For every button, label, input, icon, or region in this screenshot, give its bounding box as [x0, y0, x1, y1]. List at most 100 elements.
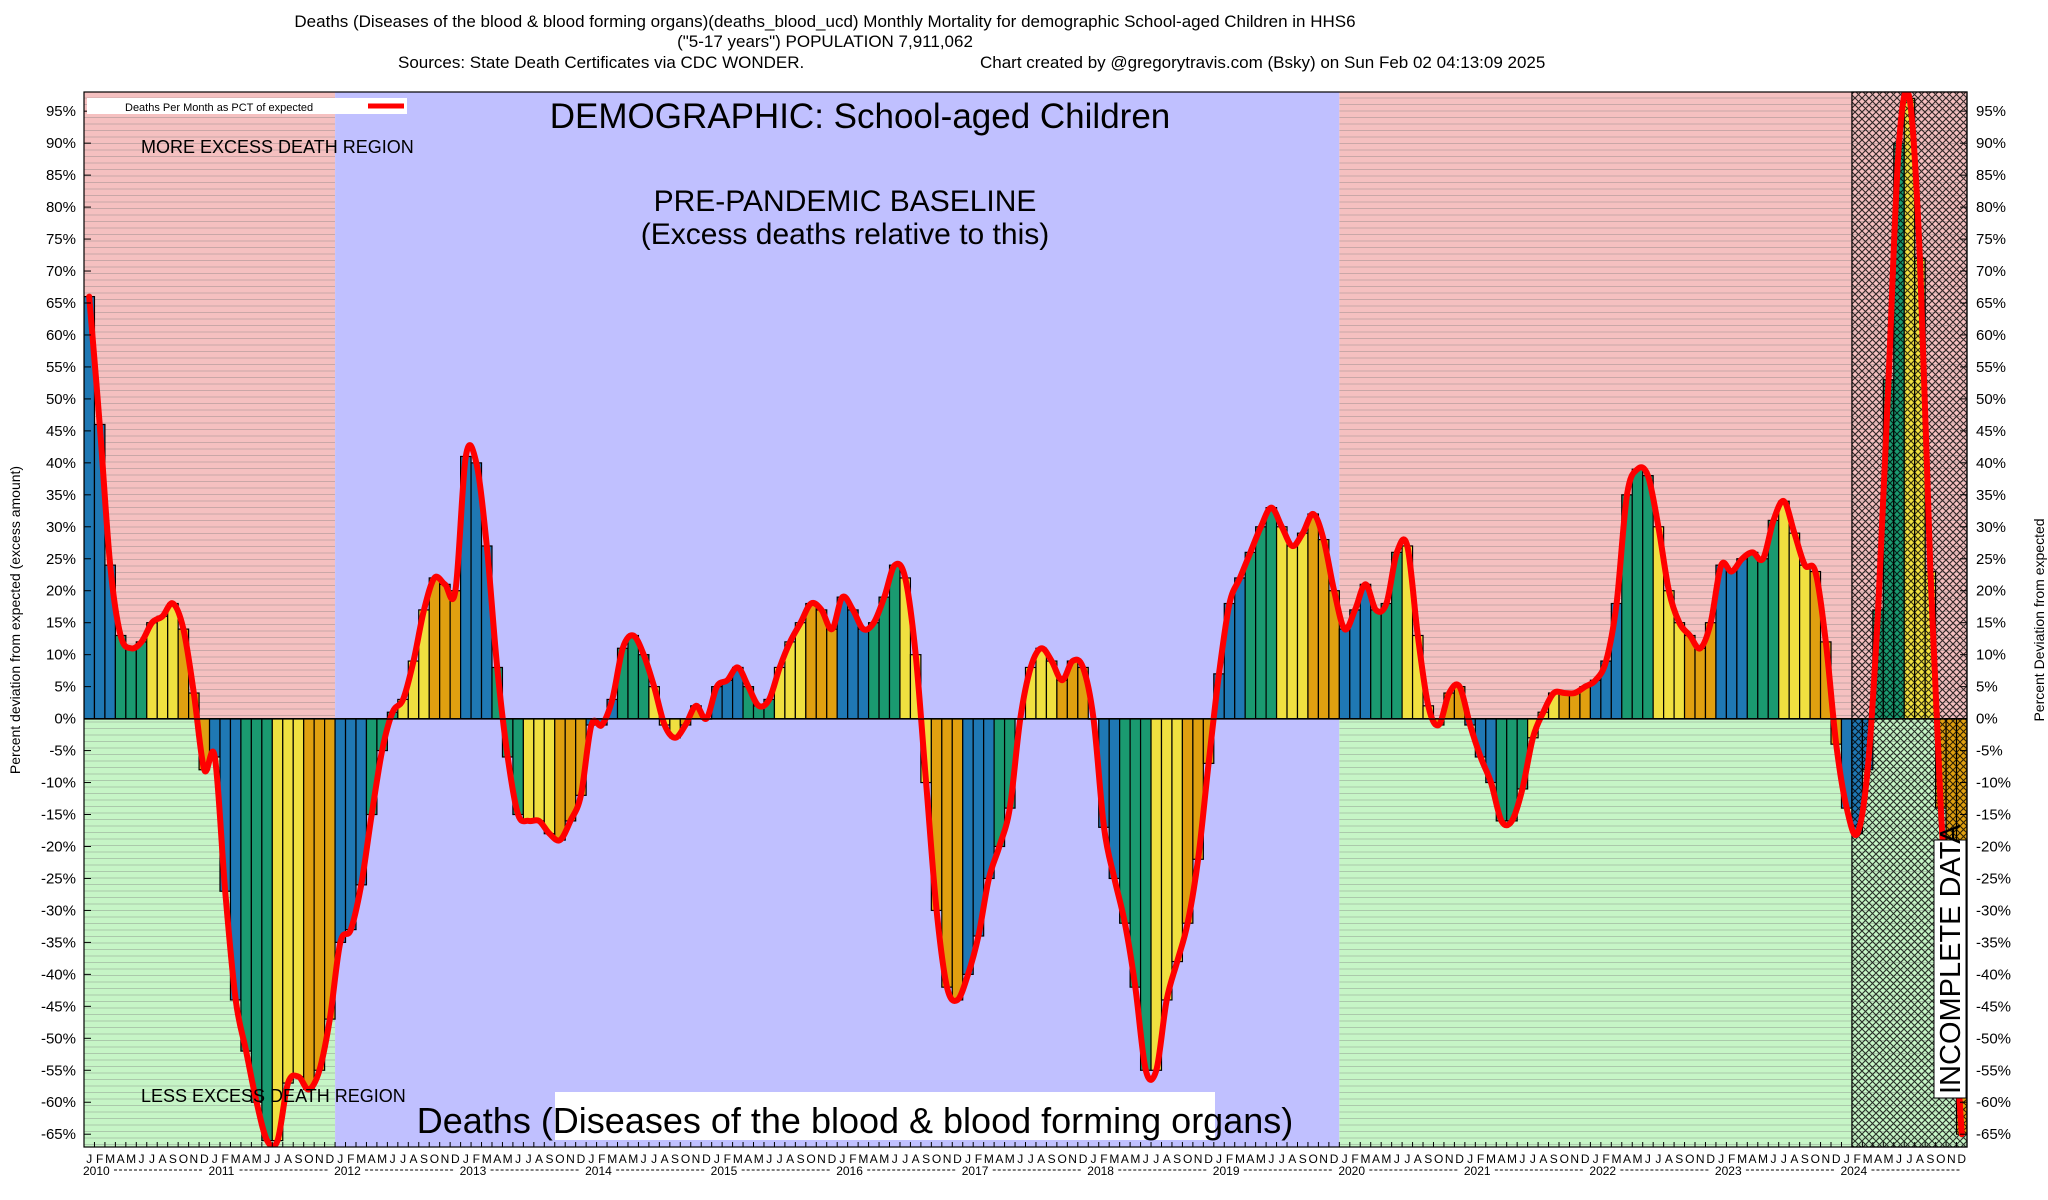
- x-month-label: J: [1770, 1152, 1776, 1166]
- x-month-label: S: [671, 1152, 679, 1166]
- bar: [240, 718, 252, 1052]
- x-year-label: 2016: [836, 1164, 863, 1178]
- x-month-label: J: [1655, 1152, 1661, 1166]
- x-month-label: S: [1550, 1152, 1558, 1166]
- bar: [1296, 532, 1309, 720]
- y-tick-label-right: 5%: [1976, 679, 1998, 696]
- bar: [1746, 551, 1759, 720]
- x-month-label: F: [1351, 1152, 1358, 1166]
- x-month-label: J: [965, 1152, 971, 1166]
- x-month-label: J: [839, 1152, 845, 1166]
- y-tick-label-left: -15%: [41, 807, 76, 824]
- y-tick-label-right: -60%: [1976, 1094, 2011, 1111]
- x-month-label: D: [1957, 1152, 1966, 1166]
- y-tick-label-left: -65%: [41, 1126, 76, 1143]
- bar: [888, 564, 901, 720]
- x-month-label: M: [628, 1152, 638, 1166]
- bar: [1736, 558, 1748, 720]
- incomplete-label-box: [1933, 839, 1967, 1099]
- x-month-label: O: [1309, 1152, 1318, 1166]
- y-tick-label-left: 85%: [46, 167, 76, 184]
- right-axis-title: Percent Deviation from expected: [2031, 518, 2047, 721]
- x-month-label: F: [1602, 1152, 1609, 1166]
- y-tick-label-right: -45%: [1976, 998, 2011, 1015]
- x-month-label: M: [1884, 1152, 1894, 1166]
- bar: [1338, 628, 1351, 720]
- x-month-label: J: [390, 1152, 396, 1166]
- x-month-label: J: [1519, 1152, 1525, 1166]
- x-month-label: M: [607, 1152, 617, 1166]
- x-month-label: N: [692, 1152, 701, 1166]
- bar: [1568, 692, 1581, 720]
- x-year-label: 2013: [460, 1164, 487, 1178]
- x-month-label: M: [377, 1152, 387, 1166]
- y-tick-label-right: -20%: [1976, 838, 2011, 855]
- x-month-label: M: [1758, 1152, 1768, 1166]
- y-tick-label-left: 40%: [46, 455, 76, 472]
- x-month-label: S: [169, 1152, 177, 1166]
- x-month-label: J: [641, 1152, 647, 1166]
- y-tick-label-left: 70%: [46, 263, 76, 280]
- x-month-label: A: [661, 1152, 669, 1166]
- y-tick-label-right: -40%: [1976, 966, 2011, 983]
- x-year-label: 2011: [209, 1164, 235, 1178]
- x-month-label: A: [1246, 1152, 1254, 1166]
- x-month-label: A: [1790, 1152, 1798, 1166]
- y-tick-label-right: 50%: [1976, 391, 2006, 408]
- x-month-label: M: [126, 1152, 136, 1166]
- x-month-label: J: [902, 1152, 908, 1166]
- x-month-label: F: [347, 1152, 354, 1166]
- y-tick-label-left: 50%: [46, 391, 76, 408]
- y-tick-label-left: -25%: [41, 870, 76, 887]
- x-month-label: O: [1560, 1152, 1569, 1166]
- bar: [1265, 507, 1278, 720]
- x-month-label: J: [1530, 1152, 1536, 1166]
- bar: [439, 583, 451, 720]
- x-month-label: M: [1235, 1152, 1245, 1166]
- bar: [1673, 622, 1686, 720]
- bar: [334, 718, 347, 943]
- x-month-label: M: [105, 1152, 115, 1166]
- bar: [1119, 718, 1131, 924]
- x-month-label: O: [932, 1152, 941, 1166]
- bar: [1275, 526, 1288, 720]
- bar: [1725, 570, 1738, 720]
- x-month-label: O: [1936, 1152, 1945, 1166]
- bar: [1035, 647, 1048, 720]
- x-month-label: A: [619, 1152, 627, 1166]
- y-tick-label-left: 0%: [54, 711, 76, 728]
- x-month-label: M: [879, 1152, 889, 1166]
- x-month-label: J: [463, 1152, 469, 1166]
- x-month-label: N: [1445, 1152, 1454, 1166]
- bar: [857, 628, 870, 720]
- x-month-label: N: [1696, 1152, 1705, 1166]
- y-tick-label-left: 60%: [46, 327, 76, 344]
- x-month-label: F: [1477, 1152, 1484, 1166]
- x-month-label: M: [1360, 1152, 1370, 1166]
- x-month-label: S: [546, 1152, 554, 1166]
- y-tick-label-right: 60%: [1976, 327, 2006, 344]
- bar: [1150, 718, 1163, 1071]
- x-month-label: J: [1593, 1152, 1599, 1166]
- y-tick-label-right: 70%: [1976, 263, 2006, 280]
- y-tick-label-left: 45%: [46, 423, 76, 440]
- bar: [983, 718, 995, 880]
- x-month-label: J: [139, 1152, 145, 1166]
- baseline-label: PRE-PANDEMIC BASELINE: [654, 185, 1037, 218]
- x-month-label: M: [1507, 1152, 1517, 1166]
- y-tick-label-right: 65%: [1976, 295, 2006, 312]
- x-month-label: A: [1623, 1152, 1631, 1166]
- x-month-label: J: [777, 1152, 783, 1166]
- x-month-label: S: [1048, 1152, 1056, 1166]
- y-tick-label-right: -50%: [1976, 1030, 2011, 1047]
- x-month-label: M: [503, 1152, 513, 1166]
- bar: [1778, 500, 1790, 720]
- y-tick-label-left: -55%: [41, 1062, 76, 1079]
- y-tick-label-left: -20%: [41, 838, 76, 855]
- x-year-label: 2012: [334, 1164, 361, 1178]
- bar: [962, 718, 974, 975]
- x-month-label: F: [473, 1152, 480, 1166]
- x-month-label: A: [1121, 1152, 1129, 1166]
- y-tick-label-left: -10%: [41, 775, 76, 792]
- x-year-label: 2023: [1715, 1164, 1742, 1178]
